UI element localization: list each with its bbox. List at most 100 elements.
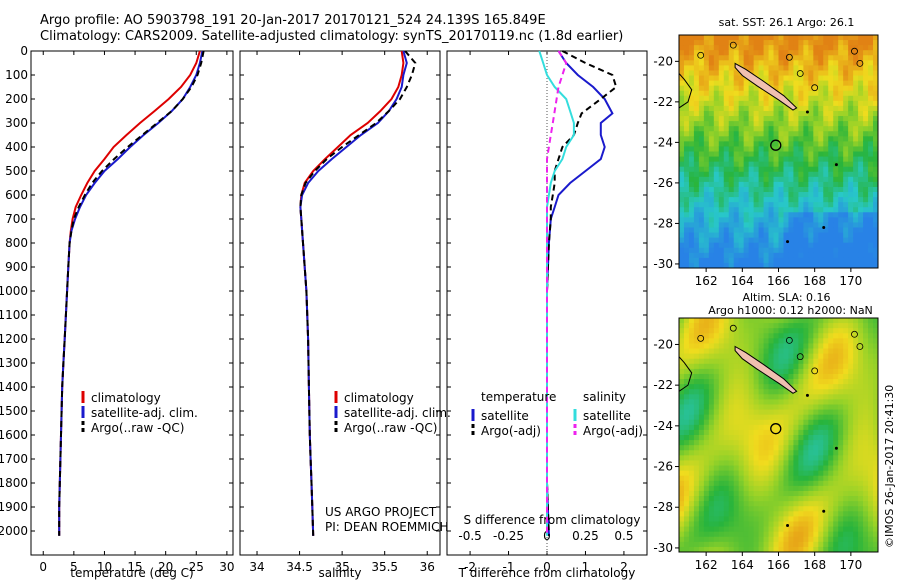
sst-map-field [679, 35, 878, 268]
legend-label: Argo(..raw -QC) [344, 421, 437, 435]
top-x-tick-label: 0.5 [614, 529, 633, 543]
top-x-axis-label: S difference from climatology [464, 513, 641, 527]
x-tick-label: 5 [70, 560, 78, 574]
reef-outline [729, 41, 737, 49]
sst-map-title: sat. SST: 26.1 Argo: 26.1 [719, 16, 855, 29]
x-tick-label: 20 [158, 560, 173, 574]
lon-tick-label: 164 [731, 274, 754, 288]
series-line-argo-raw-qc- [58, 50, 205, 536]
x-tick-label: 25 [189, 560, 204, 574]
y-tick-label: 1700 [0, 452, 28, 466]
y-tick-label: 0 [20, 44, 28, 58]
x-tick-label: 36 [420, 560, 435, 574]
lat-tick-label: -24 [653, 419, 673, 433]
lat-tick-label: -20 [653, 54, 673, 68]
reef-outline [851, 330, 858, 338]
series-line-salinity-satellite [538, 50, 575, 536]
y-tick-label: 700 [5, 212, 28, 226]
y-tick-label: 800 [5, 236, 28, 250]
y-tick-label: 1600 [0, 428, 28, 442]
x-tick-label: 2 [620, 560, 628, 574]
legend-label: satellite [583, 409, 631, 423]
top-x-tick-label: 0 [543, 529, 551, 543]
legend-label: satellite-adj. clim. [344, 406, 451, 420]
lat-tick-label: -30 [653, 541, 673, 555]
y-tick-label: 100 [5, 68, 28, 82]
temperature-frame [30, 50, 234, 556]
x-tick-label: 1 [582, 560, 590, 574]
reef-outline [811, 367, 819, 375]
argo-location-marker [770, 139, 782, 151]
y-tick-label: 300 [5, 116, 28, 130]
lon-tick-label: 166 [767, 274, 790, 288]
y-tick-label: 1200 [0, 332, 28, 346]
lat-tick-label: -28 [653, 500, 673, 514]
series-line-satellite-adj-clim- [299, 50, 408, 536]
sla-map: 162 164 166 168 170 -20 -22 -24 -26 -28 -30 Altim. … [653, 291, 879, 572]
reef-outline [697, 51, 705, 59]
reef-outline [851, 47, 858, 55]
island-dot [822, 509, 826, 513]
figure-title-line-2: Climatology: CARS2009. Satellite-adjuste… [40, 29, 624, 44]
x-tick-label: 10 [97, 560, 112, 574]
lon-tick-label: 162 [695, 274, 718, 288]
island-dot [805, 393, 809, 397]
lon-tick-label: 168 [803, 558, 826, 572]
imos-credit: ©IMOS 26-Jan-2017 20:41:30 [883, 385, 896, 548]
series-line-climatology [58, 50, 201, 536]
coastline [679, 356, 693, 392]
legend-label: satellite-adj. clim. [91, 406, 198, 420]
series-line-satellite-adj-clim- [58, 50, 204, 536]
reef-outline [729, 324, 737, 332]
new-caledonia-landmass [734, 62, 798, 111]
lon-tick-label: 168 [803, 274, 826, 288]
figure-title-line-1: Argo profile: AO 5903798_191 20-Jan-2017… [40, 13, 546, 28]
salinity-x-axis-label: salinity [318, 566, 361, 580]
reef-outline [856, 343, 864, 350]
legend-label: climatology [91, 391, 161, 405]
series-line-climatology [299, 50, 405, 536]
y-tick-label: 1500 [0, 404, 28, 418]
lat-tick-label: -20 [653, 337, 673, 351]
salinity-panel: 34 34.5 35 35.5 36 salinity climatologysatelli… [239, 50, 451, 580]
legend-label: Argo(-adj) [583, 424, 643, 438]
lat-tick-label: -22 [653, 378, 673, 392]
island-dot [834, 446, 838, 450]
lon-tick-label: 162 [695, 558, 718, 572]
lat-tick-label: -24 [653, 135, 673, 149]
x-tick-label: 0 [543, 560, 551, 574]
legend-label: climatology [344, 391, 414, 405]
series-line-salinity-argo-adj- [546, 50, 568, 536]
project-annotation: US ARGO PROJECT [325, 505, 437, 519]
y-tick-label: 1800 [0, 476, 28, 490]
pi-annotation: PI: DEAN ROEMMICH [325, 520, 448, 534]
island-dot [834, 163, 838, 167]
top-x-tick-label: -0.25 [493, 529, 524, 543]
coastline [679, 73, 693, 109]
series-line-temperature-argo-adj- [546, 50, 618, 536]
x-tick-label: 0 [39, 560, 47, 574]
x-tick-label: 35.5 [371, 560, 398, 574]
x-tick-label: -1 [503, 560, 515, 574]
differences-panel: -2 -1 0 1 2T difference from climatology -0.5… [446, 50, 648, 580]
salinity-frame [239, 50, 441, 556]
y-tick-label: 2000 [0, 524, 28, 538]
reef-outline [785, 336, 793, 344]
top-x-tick-label: 0.25 [572, 529, 599, 543]
reef-outline [796, 353, 804, 361]
sla-map-title: Altim. SLA: 0.16 [742, 291, 830, 304]
lon-tick-label: 170 [839, 558, 862, 572]
sst-map: 162 164 166 168 170 -20 -22 -24 -26 -28 -30 sat. SS… [653, 16, 879, 288]
differences-x-axis-label: T difference from climatology [458, 566, 636, 580]
y-tick-label: 900 [5, 260, 28, 274]
lat-tick-label: -28 [653, 216, 673, 230]
y-tick-label: 200 [5, 92, 28, 106]
y-tick-label: 600 [5, 188, 28, 202]
lon-tick-label: 166 [767, 558, 790, 572]
lat-tick-label: -22 [653, 95, 673, 109]
x-tick-label: 34 [249, 560, 264, 574]
island-dot [805, 110, 809, 114]
series-line-temperature-satellite [546, 50, 614, 536]
island-dot [786, 524, 790, 528]
